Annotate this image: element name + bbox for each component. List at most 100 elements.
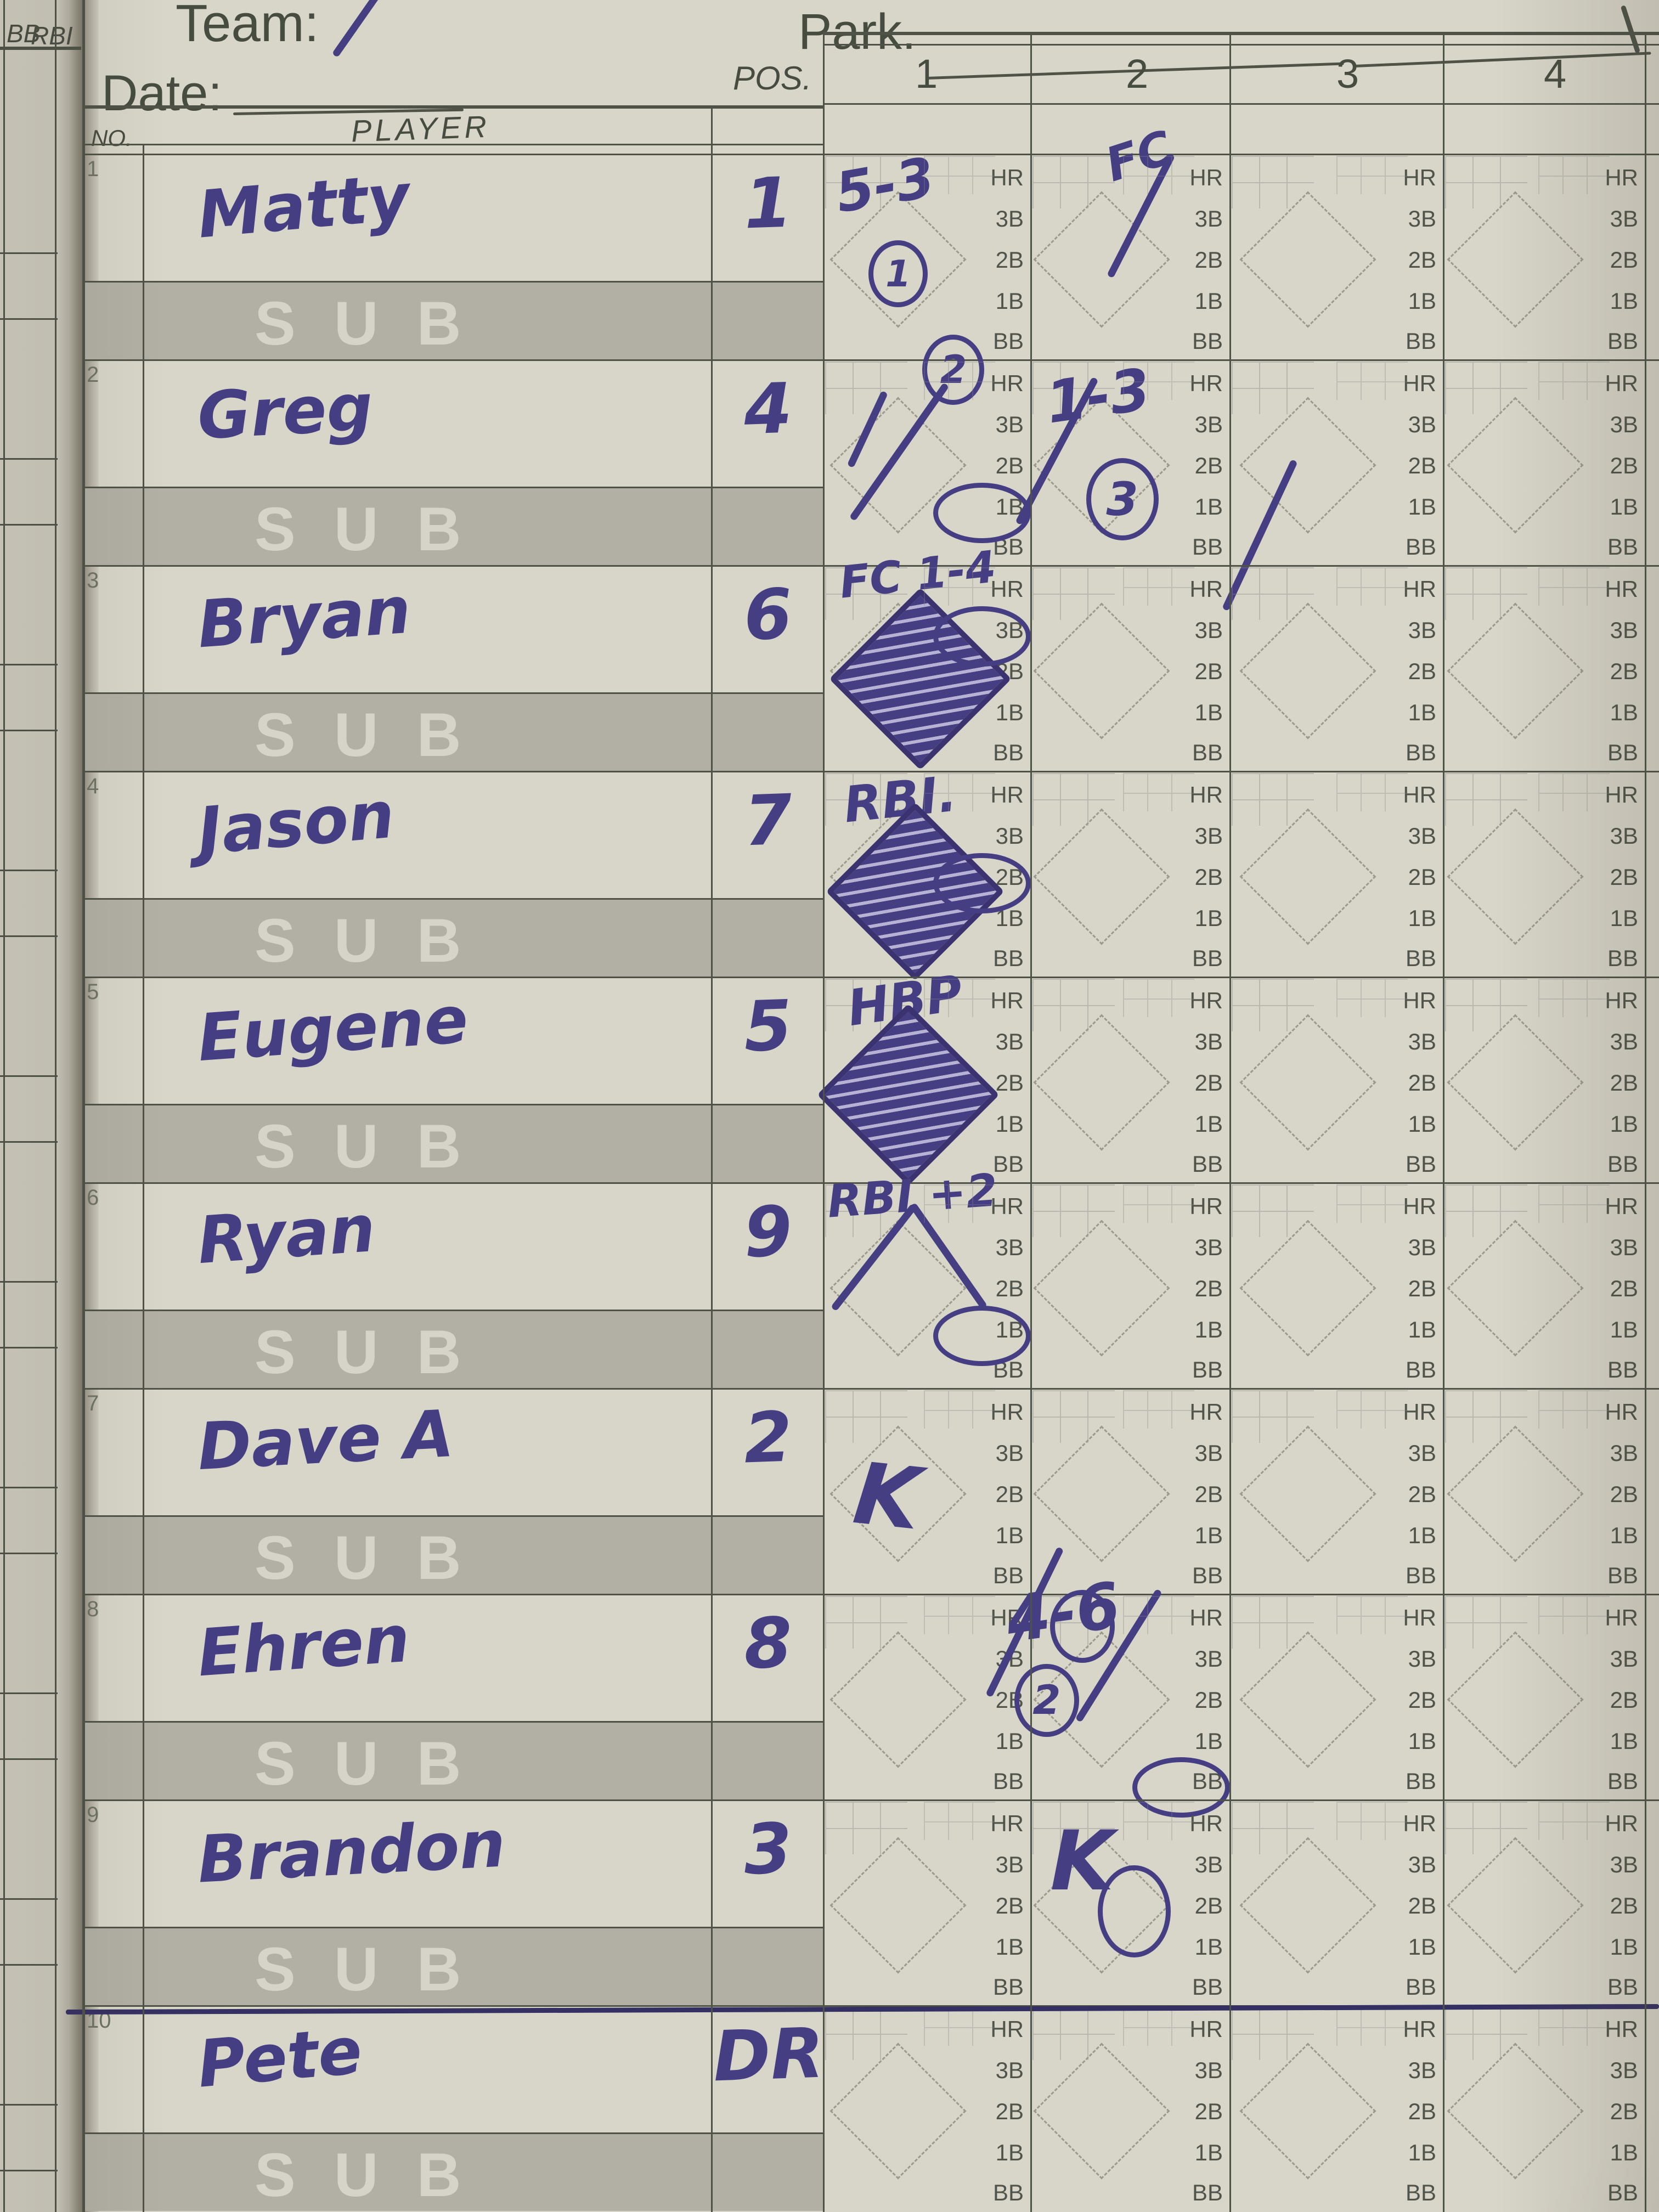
base-label-1b: 1B	[1194, 699, 1223, 725]
base-label-bb: BB	[992, 328, 1024, 354]
base-label-1b: 1B	[1408, 2140, 1436, 2165]
row-top-line	[82, 1182, 1659, 1184]
base-label-bb: BB	[992, 740, 1024, 765]
row-top-line	[82, 1799, 1659, 1801]
mark-text: 1-3	[1042, 356, 1155, 437]
position-value: 3	[742, 1808, 794, 1891]
base-label-1b: 1B	[995, 1728, 1024, 1754]
base-label-3b: 3B	[995, 1029, 1024, 1054]
left-page-vline	[55, 0, 57, 2212]
inning-cell: HR 3B 2B 1B BB	[1030, 1388, 1229, 1594]
inning-cell: HR 3B 2B 1B BB	[1229, 977, 1443, 1182]
mark-circle-around-label	[933, 606, 1031, 667]
inning-cell: HR 3B 2B 1B BB	[1443, 2005, 1645, 2211]
sub-divider-line	[82, 487, 823, 488]
grid-vline	[711, 105, 713, 2212]
mark-circled-number: 3	[1086, 458, 1159, 540]
row-number: 8	[87, 1597, 99, 1621]
park-underline-2	[1355, 52, 1651, 67]
sub-label: SUB	[255, 1318, 500, 1386]
batter-row: SUB 4 Jason 7 HR 3B 2B 1B BB RBI. HR 3B 2B 1B BB HR 3B 2B…	[0, 765, 1659, 981]
inning-cell: HR 3B 2B 1B BB	[1229, 771, 1443, 977]
base-label-hr: HR	[1189, 1193, 1223, 1219]
base-label-2b: 2B	[1194, 1687, 1223, 1713]
diamond-outline	[1239, 397, 1376, 534]
base-label-hr: HR	[1189, 165, 1223, 190]
inning-cell: HR 3B 2B 1B BB RBI.	[823, 765, 1031, 981]
base-label-2b: 2B	[1194, 2098, 1223, 2124]
base-label-3b: 3B	[1610, 2057, 1638, 2083]
diamond-outline	[1239, 808, 1376, 945]
base-label-bb: BB	[1192, 740, 1223, 765]
sub-divider-line	[82, 692, 823, 694]
base-label-2b: 2B	[1194, 247, 1223, 273]
mark-circled-number: 2	[1014, 1663, 1079, 1737]
base-label-2b: 2B	[1194, 1481, 1223, 1507]
base-label-2b: 2B	[1610, 1893, 1638, 1918]
position-value: 7	[742, 779, 794, 862]
base-label-2b: 2B	[1194, 1893, 1223, 1918]
inning-cell: HR 3B 2B 1B BB	[1229, 2005, 1443, 2211]
base-label-1b: 1B	[1194, 1728, 1223, 1754]
base-label-3b: 3B	[1610, 206, 1638, 232]
base-label-2b: 2B	[1610, 1276, 1638, 1301]
left-page-line	[0, 2104, 58, 2106]
player-name: Ryan	[195, 1190, 378, 1279]
base-label-1b: 1B	[1194, 494, 1223, 520]
base-label-1b: 1B	[1610, 1111, 1638, 1137]
diamond-outline	[1447, 602, 1584, 740]
base-label-3b: 3B	[1194, 1646, 1223, 1672]
left-page-line	[0, 935, 58, 937]
grid-vline	[1645, 32, 1646, 2212]
no-column-header: NO.	[91, 125, 132, 151]
left-page-line	[0, 252, 58, 254]
row-number: 6	[87, 1186, 99, 1210]
mark-pen-circle	[1098, 1865, 1171, 1957]
base-label-1b: 1B	[1610, 494, 1638, 520]
base-label-2b: 2B	[1194, 453, 1223, 478]
mark-text: 5-3	[830, 144, 940, 225]
row-number: 2	[87, 363, 99, 387]
inning-cell: HR 3B 2B 1B BB	[1229, 1594, 1443, 1799]
base-label-3b: 3B	[995, 1234, 1024, 1260]
base-label-1b: 1B	[1194, 288, 1223, 314]
diamond-outline	[1447, 1220, 1584, 1357]
left-page-line	[0, 664, 58, 665]
base-label-2b: 2B	[995, 1481, 1024, 1507]
base-label-3b: 3B	[1408, 1646, 1436, 1672]
batter-row: SUB 1 Matty 1 HR 3B 2B 1B BB 5-3 1 HR 3B 2B 1B BB FC HR 3B…	[0, 120, 1659, 359]
inning-cell: HR 3B 2B 1B BB	[1443, 1799, 1645, 2005]
base-label-2b: 2B	[995, 1070, 1024, 1096]
inning-cell: HR 3B 2B 1B BB	[1229, 154, 1443, 359]
left-page-line	[0, 1898, 58, 1900]
sub-divider-line	[82, 1927, 823, 1928]
base-label-bb: BB	[1607, 1151, 1638, 1177]
row-top-line	[82, 359, 1659, 361]
row-number: 9	[87, 1803, 99, 1827]
base-label-bb: BB	[1607, 534, 1638, 560]
inning-cell: HR 3B 2B 1B BB	[1030, 2005, 1229, 2211]
grid-vline	[143, 144, 144, 2212]
base-label-1b: 1B	[1194, 1522, 1223, 1548]
sub-label: SUB	[255, 289, 500, 358]
base-label-1b: 1B	[995, 2140, 1024, 2165]
left-page-line	[0, 1487, 58, 1488]
base-label-3b: 3B	[995, 1440, 1024, 1466]
base-label-2b: 2B	[995, 1276, 1024, 1301]
base-label-bb: BB	[992, 1151, 1024, 1177]
left-page-vline	[3, 0, 5, 2212]
left-page-col-rbi: RBI	[31, 21, 73, 50]
mark-text: FC	[1099, 120, 1179, 193]
mark-circle-around-label	[933, 853, 1031, 913]
left-page-line	[0, 318, 58, 320]
base-label-3b: 3B	[995, 411, 1024, 437]
base-label-bb: BB	[1607, 1768, 1638, 1794]
row-top-line	[82, 1388, 1659, 1390]
base-label-bb: BB	[1607, 1974, 1638, 2000]
diamond-outline	[1033, 2042, 1170, 2180]
sub-label: SUB	[255, 1112, 500, 1181]
inning-header: 2	[1126, 51, 1149, 97]
left-page-col-bb: BB	[7, 19, 41, 48]
diamond-outline	[1239, 1220, 1376, 1357]
left-page-line	[0, 1964, 58, 1966]
